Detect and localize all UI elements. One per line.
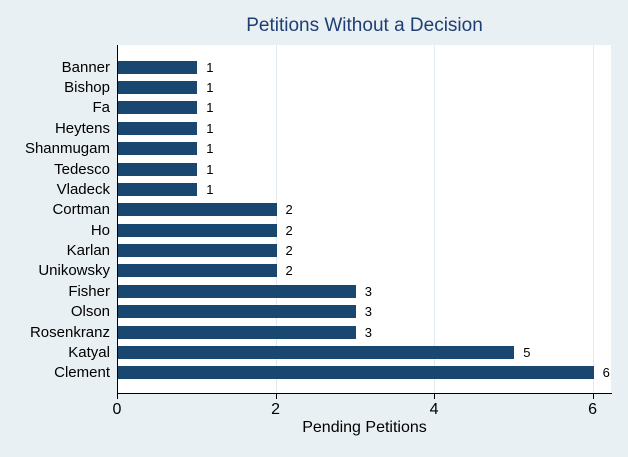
bar xyxy=(118,81,198,95)
bar xyxy=(118,203,277,217)
bar-row: Fisher 3 xyxy=(0,281,611,301)
bar xyxy=(118,223,277,237)
category-label: Karlan xyxy=(66,242,110,260)
bar-value-label: 5 xyxy=(523,344,531,360)
gridline xyxy=(434,45,436,393)
gridline xyxy=(592,45,594,393)
bar-row: Vladeck 1 xyxy=(0,179,611,199)
x-tick-mark xyxy=(592,394,594,399)
x-tick-label: 4 xyxy=(429,401,439,418)
y-axis-line xyxy=(117,45,118,394)
category-label: Rosenkranz xyxy=(29,323,110,341)
category-label: Tedesco xyxy=(54,160,110,178)
bar-row: Karlan 2 xyxy=(0,240,611,260)
bar xyxy=(118,345,515,359)
bar-value-label: 1 xyxy=(206,100,214,116)
bar-row: Tedesco 1 xyxy=(0,159,611,179)
bar-value-label: 2 xyxy=(285,202,293,218)
gridline xyxy=(275,45,277,393)
category-label: Vladeck xyxy=(56,180,110,198)
category-label: Heytens xyxy=(54,119,110,137)
bar xyxy=(118,264,277,278)
bar-rows-container: Banner 1 Bishop 1 Fa 1 Heytens 1 Shanmugam 1 Tedes… xyxy=(0,45,611,393)
bar-row: Banner 1 xyxy=(0,57,611,77)
category-label: Shanmugam xyxy=(24,140,110,158)
category-label: Katyal xyxy=(68,343,110,361)
bar xyxy=(118,305,356,319)
bar-row: Ho 2 xyxy=(0,220,611,240)
bar-row: Olson 3 xyxy=(0,302,611,322)
bar-row: Heytens 1 xyxy=(0,118,611,138)
bar xyxy=(118,366,594,380)
bar xyxy=(118,101,198,115)
bar-row: Katyal 5 xyxy=(0,342,611,362)
bar-value-label: 1 xyxy=(206,80,214,96)
x-tick-label: 0 xyxy=(112,401,122,418)
category-label: Clement xyxy=(54,364,110,382)
category-label: Olson xyxy=(70,303,110,321)
chart-title: Petitions Without a Decision xyxy=(246,15,483,36)
bar-row: Fa 1 xyxy=(0,98,611,118)
bar-row: Unikowsky 2 xyxy=(0,261,611,281)
bar-value-label: 1 xyxy=(206,161,214,177)
bar-value-label: 2 xyxy=(285,222,293,238)
bar xyxy=(118,284,356,298)
bar-row: Shanmugam 1 xyxy=(0,139,611,159)
category-label: Bishop xyxy=(64,79,110,97)
bar-row: Cortman 2 xyxy=(0,200,611,220)
category-label: Ho xyxy=(90,221,110,239)
bar-row: Rosenkranz 3 xyxy=(0,322,611,342)
bar xyxy=(118,244,277,258)
x-axis-title: Pending Petitions xyxy=(302,419,427,436)
bar-value-label: 3 xyxy=(364,304,373,320)
bar-value-label: 6 xyxy=(602,365,610,381)
category-label: Unikowsky xyxy=(38,262,110,280)
bar xyxy=(118,162,198,176)
bar-value-label: 2 xyxy=(285,243,293,259)
bar xyxy=(118,121,198,135)
category-label: Fa xyxy=(92,99,110,117)
bar-row: Clement 6 xyxy=(0,363,611,383)
x-axis-line xyxy=(117,393,612,394)
bar-value-label: 2 xyxy=(285,263,293,279)
bar xyxy=(118,182,198,196)
bar-value-label: 3 xyxy=(364,324,373,340)
bar xyxy=(118,325,356,339)
bar xyxy=(118,60,198,74)
bar-value-label: 1 xyxy=(206,120,214,136)
bar-row: Bishop 1 xyxy=(0,77,611,97)
x-tick-mark xyxy=(275,394,277,399)
category-label: Fisher xyxy=(68,282,110,300)
bar xyxy=(118,142,198,156)
x-tick-label: 6 xyxy=(588,401,598,418)
bar-value-label: 1 xyxy=(206,141,214,157)
category-label: Cortman xyxy=(52,201,110,219)
bar-value-label: 1 xyxy=(206,59,214,75)
category-label: Banner xyxy=(61,58,110,76)
bar-value-label: 1 xyxy=(206,181,214,197)
x-tick-label: 2 xyxy=(271,401,280,418)
x-tick-mark xyxy=(434,394,436,399)
x-tick-mark xyxy=(117,394,118,399)
bar-value-label: 3 xyxy=(364,283,373,299)
